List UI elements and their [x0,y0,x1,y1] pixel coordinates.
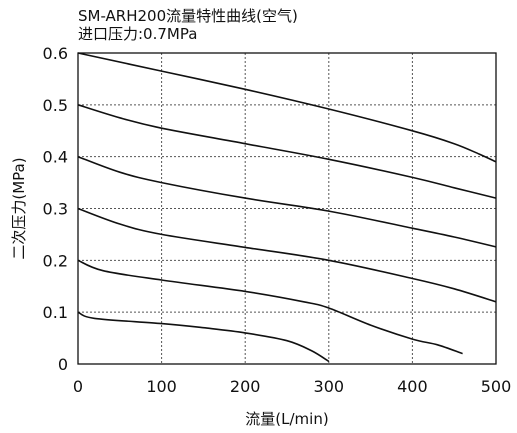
plot-frame [77,52,497,365]
x-tick-label: 400 [397,377,428,396]
grid-lines [78,53,496,364]
series-line-4 [77,207,497,303]
chart-title: SM-ARH200流量特性曲线(空气) [78,7,298,25]
x-tick-label: 300 [314,377,345,396]
series-lines [77,52,497,363]
x-tick-labels: 0 100 200 300 400 500 [73,377,511,396]
x-tick-label: 500 [481,377,512,396]
x-tick-label: 100 [146,377,177,396]
y-tick-label: 0.3 [43,200,68,219]
y-tick-label: 0 [58,355,68,374]
series-line-3 [77,155,497,248]
series-line-2 [77,104,497,199]
y-axis-label: 二次压力(MPa) [10,157,28,259]
series-line-1 [77,52,497,163]
y-tick-label: 0.4 [43,148,68,167]
series-line-6 [77,311,330,363]
series-line-5 [77,259,463,355]
y-tick-label: 0.2 [43,251,68,270]
y-tick-label: 0.5 [43,96,68,115]
chart-subtitle: 进口压力:0.7MPa [78,25,198,43]
x-tick-label: 200 [230,377,261,396]
y-tick-labels: 0 0.1 0.2 0.3 0.4 0.5 0.6 [43,44,68,374]
y-tick-label: 0.6 [43,44,68,63]
y-tick-label: 0.1 [43,303,68,322]
x-axis-label: 流量(L/min) [245,410,328,428]
x-tick-label: 0 [73,377,83,396]
